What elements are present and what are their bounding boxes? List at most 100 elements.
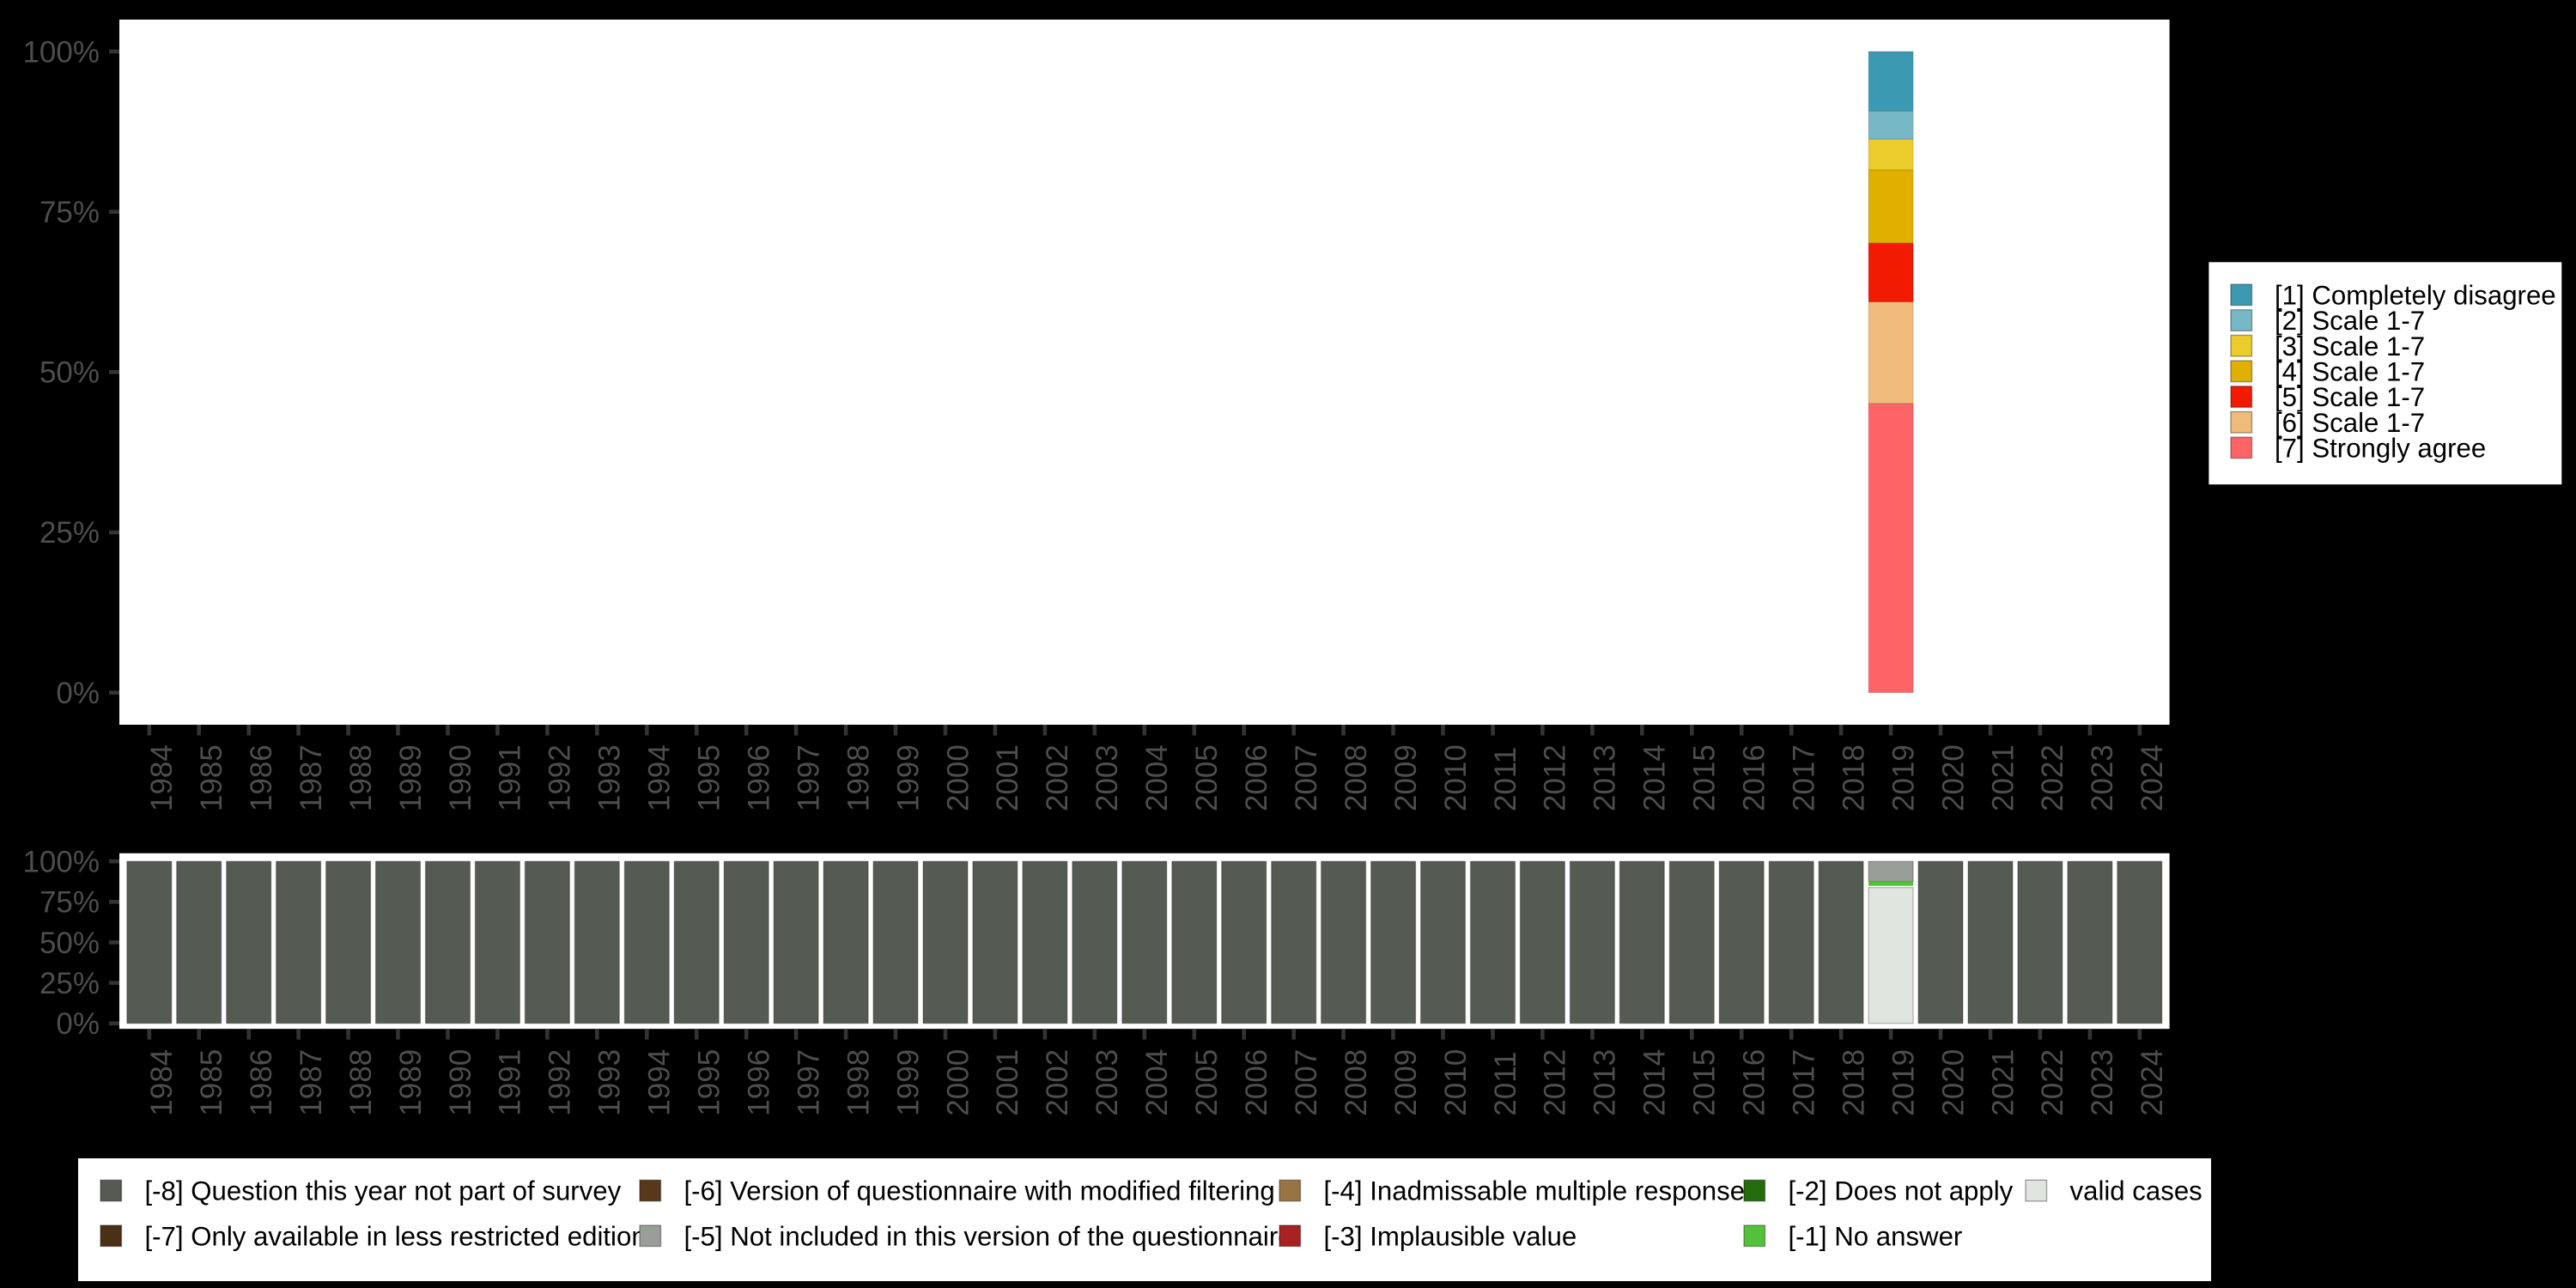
svg-text:2018: 2018	[1837, 744, 1870, 811]
svg-text:2022: 2022	[2036, 1049, 2069, 1116]
svg-text:1985: 1985	[195, 744, 228, 811]
svg-text:2006: 2006	[1240, 744, 1273, 811]
svg-text:25%: 25%	[39, 516, 100, 550]
svg-text:2002: 2002	[1041, 1049, 1074, 1116]
svg-text:2000: 2000	[941, 1049, 975, 1116]
svg-text:2012: 2012	[1539, 744, 1572, 811]
svg-text:1999: 1999	[891, 1049, 925, 1116]
svg-text:[7] Strongly agree: [7] Strongly agree	[2275, 434, 2486, 464]
svg-text:2023: 2023	[2086, 744, 2119, 811]
svg-text:50%: 50%	[39, 927, 100, 960]
svg-text:100%: 100%	[22, 845, 100, 878]
svg-text:2011: 2011	[1489, 747, 1522, 811]
svg-text:1984: 1984	[145, 744, 179, 811]
svg-text:1989: 1989	[394, 1049, 428, 1116]
svg-text:2017: 2017	[1788, 1049, 1821, 1116]
svg-text:1994: 1994	[643, 1049, 677, 1116]
svg-text:1991: 1991	[494, 1049, 527, 1116]
svg-text:2000: 2000	[941, 744, 975, 811]
svg-text:[-5] Not included in this vers: [-5] Not included in this version of the…	[684, 1221, 1293, 1251]
svg-text:1986: 1986	[245, 744, 278, 811]
svg-text:2014: 2014	[1638, 744, 1672, 811]
svg-text:1998: 1998	[841, 744, 875, 811]
svg-text:[-7] Only available in less re: [-7] Only available in less restricted e…	[145, 1221, 647, 1251]
svg-text:1989: 1989	[394, 744, 428, 811]
svg-text:2019: 2019	[1886, 744, 1920, 811]
svg-text:1993: 1993	[593, 1049, 627, 1116]
svg-text:2004: 2004	[1140, 744, 1174, 811]
svg-text:1997: 1997	[792, 1049, 825, 1116]
svg-text:1995: 1995	[693, 1049, 726, 1116]
svg-text:75%: 75%	[39, 886, 100, 920]
svg-text:valid cases: valid cases	[2070, 1176, 2202, 1206]
svg-text:1986: 1986	[245, 1049, 278, 1116]
svg-text:[5] Scale 1-7: [5] Scale 1-7	[2275, 382, 2425, 412]
svg-text:1997: 1997	[792, 744, 825, 811]
svg-text:[3] Scale 1-7: [3] Scale 1-7	[2275, 331, 2425, 361]
svg-text:1993: 1993	[593, 744, 627, 811]
svg-text:100%: 100%	[22, 35, 100, 69]
svg-text:1992: 1992	[544, 1049, 577, 1116]
svg-text:2021: 2021	[1986, 744, 2020, 811]
svg-text:1988: 1988	[344, 1049, 378, 1116]
svg-text:2003: 2003	[1091, 1049, 1124, 1116]
svg-text:2009: 2009	[1389, 1049, 1423, 1116]
svg-text:2010: 2010	[1439, 744, 1473, 811]
svg-text:[-4] Inadmissable multiple res: [-4] Inadmissable multiple response	[1324, 1176, 1746, 1206]
svg-text:1995: 1995	[693, 744, 726, 811]
svg-text:[-1] No answer: [-1] No answer	[1789, 1221, 1963, 1251]
svg-text:2013: 2013	[1589, 744, 1622, 811]
svg-text:2022: 2022	[2036, 744, 2069, 811]
svg-text:1988: 1988	[344, 744, 378, 811]
svg-text:2002: 2002	[1041, 744, 1074, 811]
svg-text:[6] Scale 1-7: [6] Scale 1-7	[2275, 408, 2425, 438]
svg-text:1996: 1996	[743, 744, 776, 811]
svg-text:2014: 2014	[1638, 1049, 1672, 1116]
svg-text:[2] Scale 1-7: [2] Scale 1-7	[2275, 306, 2425, 336]
svg-text:1994: 1994	[643, 744, 677, 811]
svg-text:[-8] Question this year not pa: [-8] Question this year not part of surv…	[145, 1176, 622, 1206]
svg-text:1987: 1987	[295, 744, 328, 811]
svg-text:2020: 2020	[1936, 744, 1970, 811]
svg-text:1998: 1998	[841, 1049, 875, 1116]
svg-text:1991: 1991	[494, 744, 527, 811]
svg-text:50%: 50%	[39, 356, 100, 390]
svg-text:2024: 2024	[2136, 744, 2169, 811]
svg-text:1992: 1992	[544, 744, 577, 811]
svg-text:[1] Completely disagree: [1] Completely disagree	[2275, 281, 2556, 311]
svg-text:25%: 25%	[39, 967, 100, 1000]
svg-text:2018: 2018	[1837, 1049, 1870, 1116]
svg-text:2021: 2021	[1986, 1049, 2020, 1116]
svg-text:2006: 2006	[1240, 1049, 1273, 1116]
svg-text:2012: 2012	[1539, 1049, 1572, 1116]
svg-text:2010: 2010	[1439, 1049, 1473, 1116]
svg-text:2015: 2015	[1688, 1049, 1722, 1116]
svg-text:2005: 2005	[1190, 744, 1224, 811]
svg-text:75%: 75%	[39, 196, 100, 229]
svg-text:2003: 2003	[1091, 744, 1124, 811]
svg-text:2023: 2023	[2086, 1049, 2119, 1116]
svg-text:[-6] Version of questionnaire: [-6] Version of questionnaire with modif…	[684, 1176, 1275, 1206]
svg-text:2004: 2004	[1140, 1049, 1174, 1116]
svg-text:2007: 2007	[1290, 1049, 1323, 1116]
svg-text:2017: 2017	[1788, 744, 1821, 811]
svg-text:2024: 2024	[2136, 1049, 2169, 1116]
svg-text:2016: 2016	[1738, 744, 1771, 811]
svg-text:2013: 2013	[1589, 1049, 1622, 1116]
svg-text:0%: 0%	[56, 677, 100, 710]
svg-text:2008: 2008	[1340, 1049, 1373, 1116]
svg-text:1987: 1987	[295, 1049, 328, 1116]
svg-text:[4] Scale 1-7: [4] Scale 1-7	[2275, 357, 2425, 387]
svg-text:[-2] Does not apply: [-2] Does not apply	[1789, 1176, 2014, 1206]
svg-text:2008: 2008	[1340, 744, 1373, 811]
svg-text:[-3] Implausible value: [-3] Implausible value	[1324, 1221, 1577, 1251]
svg-text:2015: 2015	[1688, 744, 1722, 811]
svg-text:0%: 0%	[56, 1007, 100, 1041]
svg-text:2007: 2007	[1290, 744, 1323, 811]
svg-text:2019: 2019	[1886, 1049, 1920, 1116]
svg-text:2005: 2005	[1190, 1049, 1224, 1116]
svg-text:2016: 2016	[1738, 1049, 1771, 1116]
svg-text:1990: 1990	[444, 1049, 477, 1116]
svg-text:1985: 1985	[195, 1049, 228, 1116]
svg-text:2009: 2009	[1389, 744, 1423, 811]
